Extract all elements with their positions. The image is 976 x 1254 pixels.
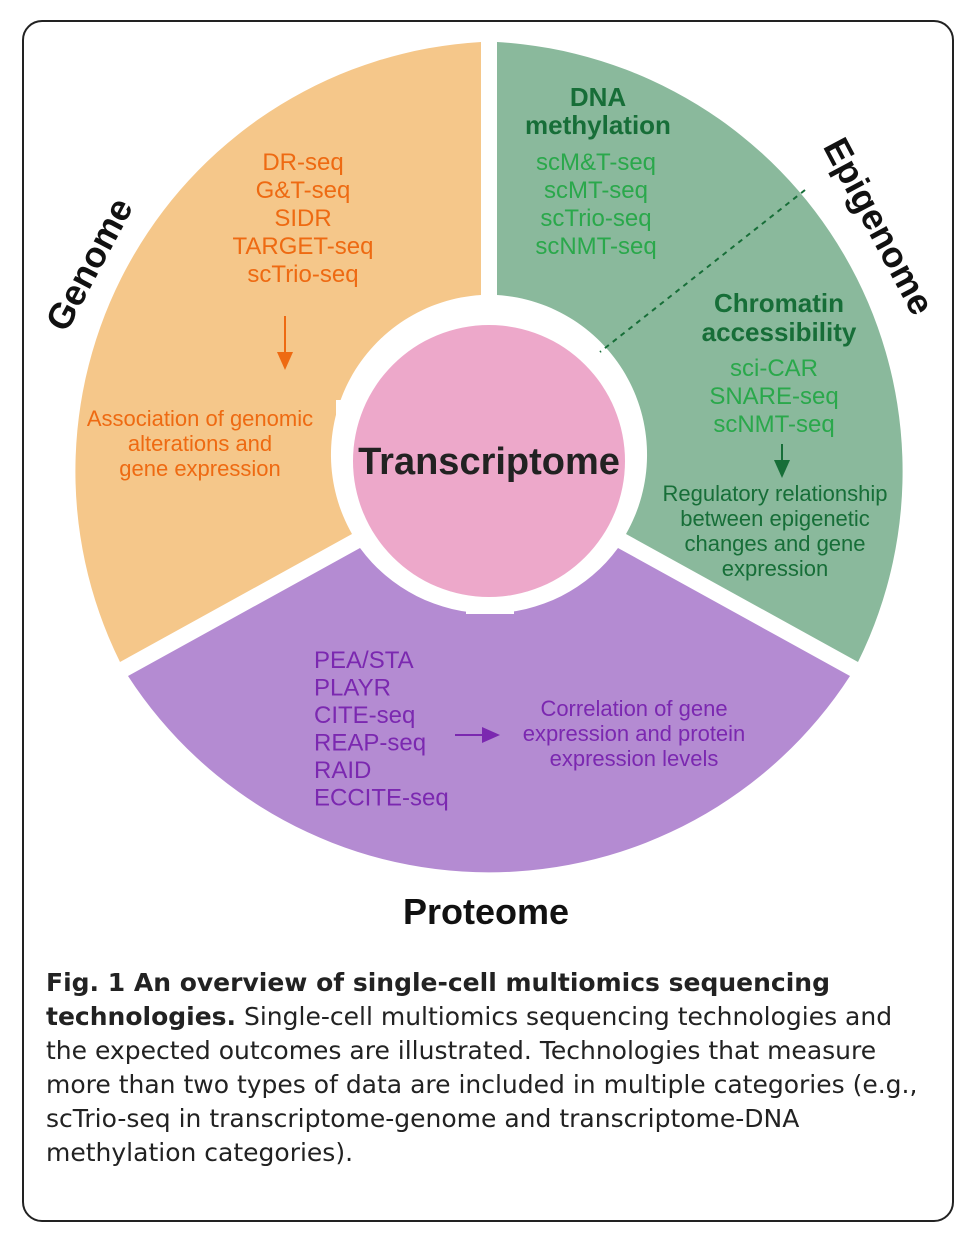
- epigenome-outcome-line: Regulatory relationship: [662, 481, 887, 506]
- proteome-notch: [466, 594, 514, 614]
- figure-caption: Fig. 1 An overview of single-cell multio…: [46, 966, 926, 1170]
- dna-methylation-method: scNMT-seq: [535, 233, 656, 260]
- genome-method: DR-seq: [262, 149, 343, 176]
- caption-title: Fig. 1 An overview of single-cell multio…: [46, 968, 830, 1031]
- epigenome-divider: [599, 189, 806, 353]
- proteome-outcome-line: Correlation of gene: [540, 696, 727, 721]
- proteome-method: REAP-seq: [314, 730, 426, 757]
- proteome-method: PEA/STA: [314, 647, 414, 674]
- genome-outcome-line: Association of genomic: [87, 406, 313, 431]
- genome-method: SIDR: [274, 205, 331, 232]
- epigenome-outcome-line: expression: [722, 556, 828, 581]
- proteome-outcome-line: expression levels: [550, 746, 719, 771]
- multiomics-diagram: Transcriptome Genome Epigenome Proteome …: [37, 42, 943, 932]
- proteome-sector: [128, 548, 850, 873]
- genome-outcome-line: alterations and: [128, 431, 272, 456]
- chromatin-heading-line: Chromatin: [714, 288, 844, 318]
- genome-notch: [336, 400, 354, 434]
- figure-frame: [22, 20, 954, 1222]
- chromatin-method: scNMT-seq: [713, 411, 834, 438]
- caption-body: Single-cell multiomics sequencing techno…: [46, 1002, 918, 1167]
- genome-method: G&T-seq: [256, 177, 351, 204]
- genome-outcome-line: gene expression: [119, 456, 280, 481]
- chromatin-method: sci-CAR: [730, 355, 818, 382]
- transcriptome-circle: [353, 325, 625, 597]
- proteome-methods: PEA/STAPLAYRCITE-seqREAP-seqRAIDECCITE-s…: [314, 647, 449, 812]
- proteome-method: PLAYR: [314, 675, 391, 702]
- dna-methylation-method: scTrio-seq: [540, 205, 651, 232]
- proteome-method: ECCITE-seq: [314, 785, 449, 812]
- chromatin-heading-line: accessibility: [702, 317, 857, 347]
- chromatin-method: SNARE-seq: [709, 383, 838, 410]
- dna-methylation-heading-line: methylation: [525, 110, 671, 140]
- epigenome-outcome-line: changes and gene: [684, 531, 865, 556]
- epigenome-sector: [497, 42, 903, 662]
- genome-method: scTrio-seq: [247, 261, 358, 288]
- proteome-method: RAID: [314, 757, 371, 784]
- transcriptome-label: Transcriptome: [358, 441, 620, 483]
- proteome-outcome-line: expression and protein: [523, 721, 746, 746]
- dna-methylation-method: scM&T-seq: [536, 149, 656, 176]
- dna-methylation-heading-line: DNA: [570, 82, 627, 112]
- epigenome-outcome-line: between epigenetic: [680, 506, 870, 531]
- proteome-title: Proteome: [403, 891, 569, 932]
- proteome-method: CITE-seq: [314, 702, 415, 729]
- genome-method: TARGET-seq: [233, 233, 374, 260]
- dna-methylation-method: scMT-seq: [544, 177, 648, 204]
